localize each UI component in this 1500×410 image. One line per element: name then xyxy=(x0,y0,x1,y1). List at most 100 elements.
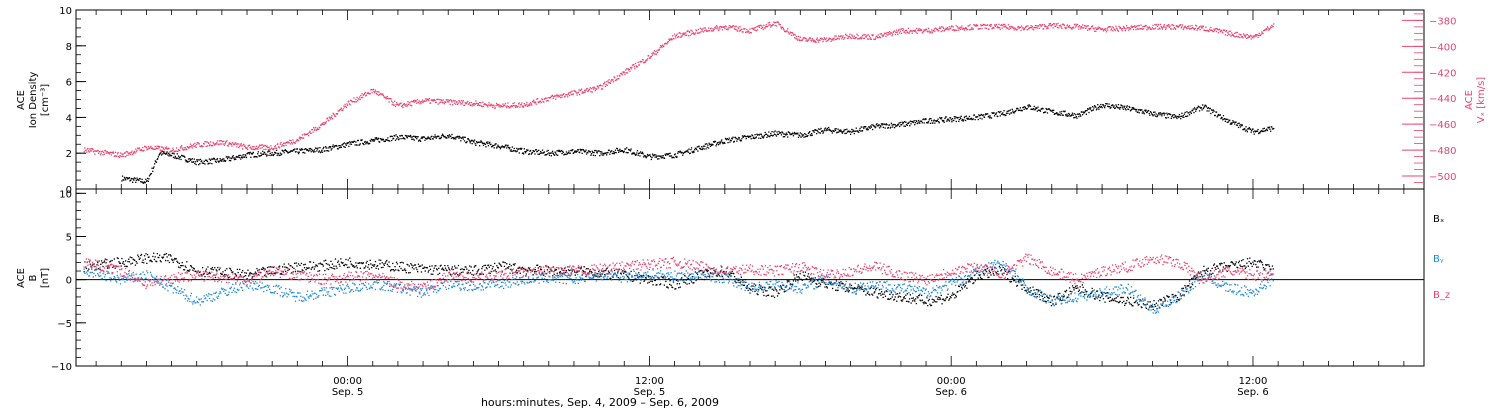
data-point xyxy=(699,270,701,272)
data-point xyxy=(1217,32,1220,34)
data-point xyxy=(244,272,246,274)
data-point xyxy=(1155,24,1157,26)
data-point xyxy=(765,133,767,135)
data-point xyxy=(525,150,527,153)
data-point xyxy=(93,150,95,152)
data-point xyxy=(690,149,692,151)
data-point xyxy=(1124,30,1126,32)
data-point xyxy=(669,283,671,286)
data-point xyxy=(793,33,795,35)
data-point xyxy=(1115,25,1117,27)
data-point xyxy=(402,262,404,264)
data-point xyxy=(1254,130,1256,132)
data-point xyxy=(550,155,552,157)
data-point xyxy=(638,272,640,274)
data-point xyxy=(1137,28,1140,30)
data-point xyxy=(627,68,629,70)
data-point xyxy=(1112,26,1115,29)
data-point xyxy=(140,149,143,151)
data-point xyxy=(405,272,407,274)
data-point xyxy=(546,153,549,155)
data-point xyxy=(633,63,635,66)
data-point xyxy=(974,119,976,121)
data-point xyxy=(131,257,133,259)
data-point xyxy=(375,267,377,269)
data-point xyxy=(374,260,377,263)
data-point xyxy=(260,144,263,146)
data-point xyxy=(668,155,671,157)
data-point xyxy=(652,155,654,157)
data-point xyxy=(235,143,237,145)
data-point xyxy=(877,125,879,127)
data-point xyxy=(944,117,946,120)
data-point xyxy=(496,102,498,105)
data-point xyxy=(513,147,515,150)
data-point xyxy=(357,262,359,264)
data-point xyxy=(975,24,977,26)
data-point xyxy=(763,294,765,297)
data-point xyxy=(804,271,807,273)
data-point xyxy=(415,136,417,138)
data-point xyxy=(620,272,622,274)
data-point xyxy=(595,88,597,90)
data-point xyxy=(268,266,270,268)
data-point xyxy=(255,145,258,147)
data-point xyxy=(523,148,525,150)
data-point xyxy=(1261,130,1264,133)
data-point xyxy=(644,61,646,63)
data-point xyxy=(1156,25,1159,27)
data-point xyxy=(384,96,386,98)
data-point xyxy=(558,95,561,98)
data-point xyxy=(833,39,835,41)
data-point xyxy=(129,180,131,182)
data-point xyxy=(428,97,430,100)
data-point xyxy=(126,151,129,153)
data-point xyxy=(637,61,639,64)
data-point xyxy=(1197,28,1199,30)
data-point xyxy=(805,278,807,280)
data-point xyxy=(377,264,379,267)
data-point xyxy=(846,289,848,291)
data-point xyxy=(738,27,740,30)
data-point xyxy=(596,151,598,153)
data-point xyxy=(116,153,119,155)
data-point xyxy=(296,148,298,150)
data-point xyxy=(369,139,371,142)
data-point xyxy=(480,102,482,104)
data-point xyxy=(656,155,658,157)
data-point xyxy=(1114,107,1116,109)
data-point xyxy=(157,158,159,160)
data-point xyxy=(266,154,268,156)
data-point xyxy=(253,155,256,158)
data-point xyxy=(1009,27,1011,30)
data-point xyxy=(398,138,400,140)
data-point xyxy=(960,118,962,120)
data-point xyxy=(535,101,537,103)
data-point xyxy=(1002,23,1004,25)
data-point xyxy=(526,105,529,107)
data-point xyxy=(1165,27,1167,29)
data-point xyxy=(416,99,419,101)
data-point xyxy=(451,133,453,136)
data-point xyxy=(406,137,408,139)
data-point xyxy=(885,35,887,38)
data-point xyxy=(190,146,192,148)
data-point xyxy=(569,152,571,154)
data-point xyxy=(337,261,339,263)
data-point xyxy=(393,104,395,106)
data-point xyxy=(1247,128,1249,130)
data-point xyxy=(1245,34,1247,36)
data-point xyxy=(917,29,919,32)
data-point xyxy=(370,140,372,142)
data-point xyxy=(134,152,136,154)
data-point xyxy=(857,34,859,37)
data-point xyxy=(144,182,146,184)
data-point xyxy=(1035,106,1037,109)
data-point xyxy=(831,39,833,41)
data-point xyxy=(1153,28,1155,30)
data-point xyxy=(1249,128,1252,131)
data-point xyxy=(501,146,503,148)
data-point xyxy=(502,103,504,105)
data-point xyxy=(326,150,329,152)
data-point xyxy=(936,119,938,122)
